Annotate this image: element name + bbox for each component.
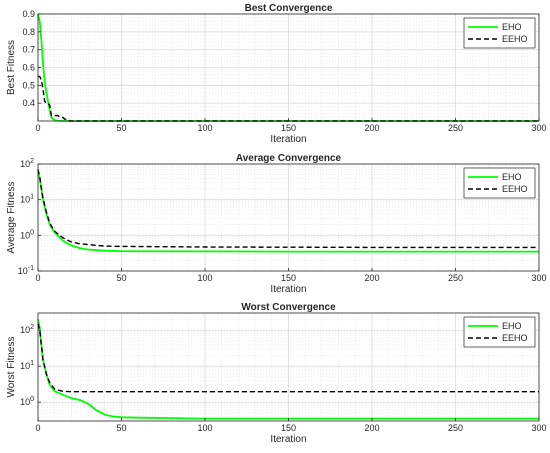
legend-label: EHO: [502, 321, 522, 331]
legend-label: EEHO: [502, 34, 528, 44]
y-tick-label: 0.5: [22, 80, 35, 90]
x-tick-label: 200: [364, 123, 379, 133]
chart-title: Worst Convergence: [241, 302, 336, 313]
x-tick-label: 200: [364, 273, 379, 283]
legend: EHO EEHO: [463, 167, 536, 199]
x-tick-label: 50: [116, 273, 126, 283]
x-tick-label: 150: [281, 273, 296, 283]
y-axis-label: Average Fitness: [6, 181, 17, 253]
chart-title: Best Convergence: [245, 3, 333, 14]
y-tick-label: 102: [20, 324, 34, 335]
x-tick-label: 150: [281, 423, 296, 433]
y-tick-label: 102: [20, 158, 34, 169]
x-tick-label: 0: [35, 423, 40, 433]
legend-box: [463, 17, 536, 49]
x-tick-label: 100: [197, 123, 212, 133]
y-tick-label: 101: [20, 360, 34, 371]
x-tick-label: 200: [364, 423, 379, 433]
chart-panel-1: 0 50 100 150 200 250 300 0.4 0.5 0.6 0.7 0.8 0.9 Best…: [6, 3, 547, 145]
x-tick-label: 150: [281, 123, 296, 133]
legend: EHO EEHO: [463, 17, 536, 49]
y-tick-label: 0.9: [22, 9, 35, 19]
y-axis-label: Worst Fitness: [6, 337, 17, 398]
legend-label: EHO: [502, 172, 522, 182]
x-tick-label: 100: [197, 423, 212, 433]
y-axis-label: Best Fitness: [6, 40, 17, 95]
y-tick-label: 0.7: [22, 45, 35, 55]
legend: EHO EEHO: [463, 316, 536, 348]
series-line-eho: [37, 13, 539, 122]
x-tick-label: 300: [531, 273, 546, 283]
x-tick-label: 50: [116, 123, 126, 133]
series-line-eeho: [37, 323, 539, 393]
x-tick-label: 250: [448, 123, 463, 133]
x-tick-label: 0: [35, 123, 40, 133]
chart-panel-2: 0 50 100 150 200 250 300 10-1 100 101 102 Average C…: [6, 153, 547, 295]
x-tick-label: 50: [116, 423, 126, 433]
x-tick-label: 250: [448, 273, 463, 283]
x-axis-label: Iteration: [270, 434, 306, 445]
x-axis-label: Iteration: [270, 134, 306, 145]
y-tick-label: 0.8: [22, 27, 35, 37]
chart-title: Average Convergence: [236, 153, 342, 164]
legend-label: EHO: [502, 22, 522, 32]
series-line-eeho: [37, 169, 539, 249]
y-tick-label: 100: [20, 396, 34, 407]
y-tick-label: 0.4: [22, 98, 35, 108]
y-tick-label: 101: [20, 194, 34, 205]
y-tick-label: 10-1: [18, 265, 34, 276]
legend-label: EEHO: [502, 333, 528, 343]
x-tick-label: 250: [448, 423, 463, 433]
x-tick-label: 100: [197, 273, 212, 283]
y-tick-label: 0.6: [22, 63, 35, 73]
x-tick-label: 300: [531, 123, 546, 133]
y-tick-label: 100: [20, 229, 34, 240]
legend-box: [463, 167, 536, 199]
x-axis-label: Iteration: [270, 284, 306, 295]
legend-label: EEHO: [502, 184, 528, 194]
chart-panel-3: 0 50 100 150 200 250 300 100 101 102 Worst Converg…: [6, 302, 547, 445]
x-tick-label: 300: [531, 423, 546, 433]
legend-box: [463, 316, 536, 348]
x-tick-label: 0: [35, 273, 40, 283]
